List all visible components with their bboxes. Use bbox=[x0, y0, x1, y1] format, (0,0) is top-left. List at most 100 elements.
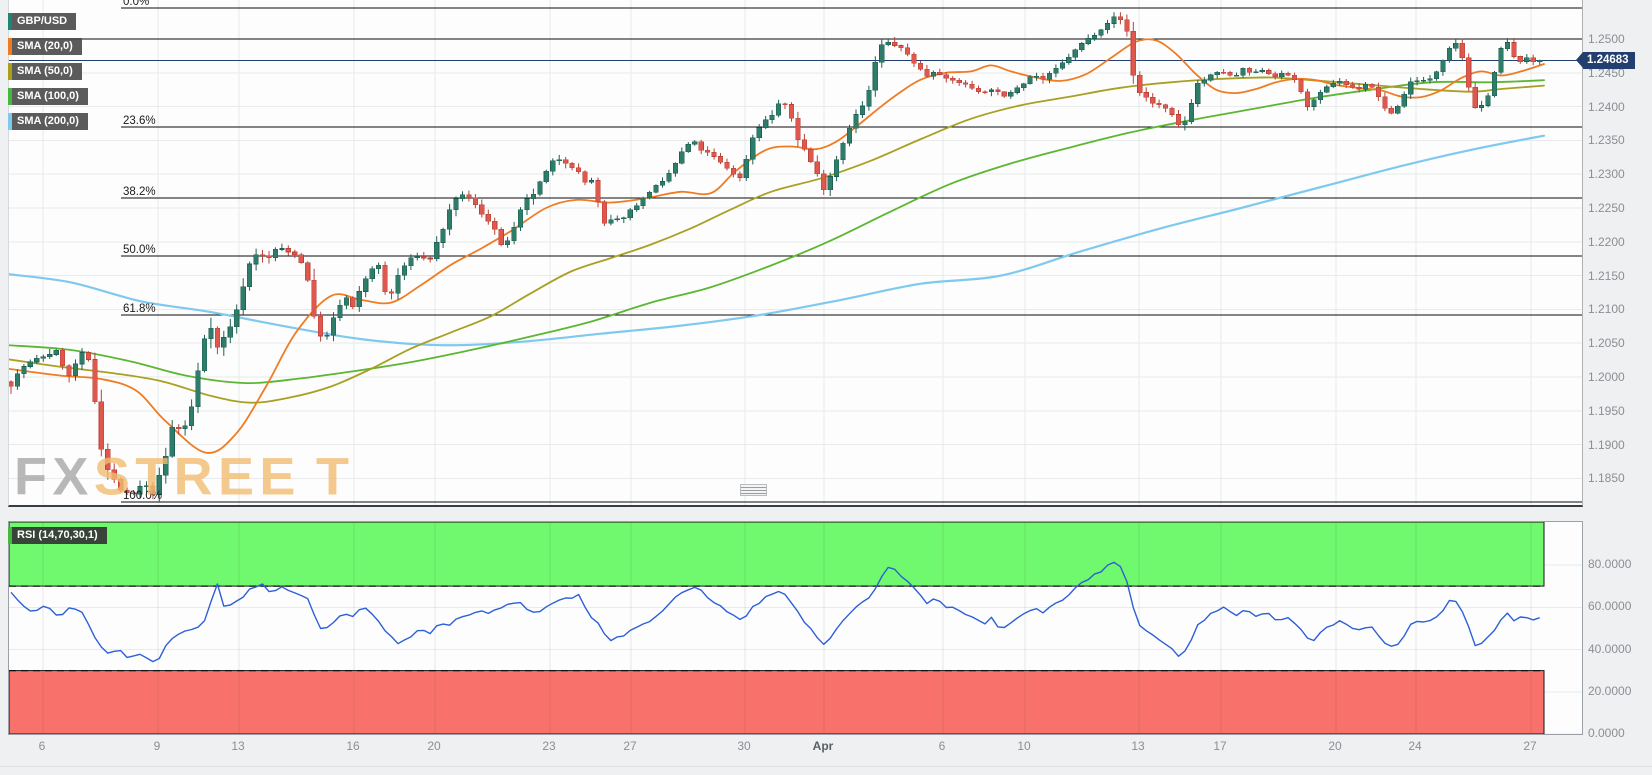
price-axis-label: 1.2300 bbox=[1588, 167, 1625, 182]
time-axis-label: 30 bbox=[737, 739, 751, 753]
time-axis-label: 20 bbox=[1328, 739, 1342, 753]
price-axis-label: 1.2450 bbox=[1588, 65, 1625, 80]
candle bbox=[892, 41, 898, 46]
candle bbox=[111, 469, 117, 480]
candle bbox=[1446, 47, 1452, 61]
rsi-panel[interactable] bbox=[8, 521, 1583, 735]
candle bbox=[1188, 103, 1194, 123]
candle bbox=[1337, 81, 1343, 84]
main-price-panel[interactable]: 0.0% 23.6% 38.2% 50.0% 61.8% 100.0% bbox=[8, 0, 1583, 507]
candle bbox=[1517, 56, 1523, 62]
symbol-badge: GBP/USD bbox=[8, 13, 77, 30]
candle bbox=[840, 142, 846, 161]
sma-100-line bbox=[9, 79, 1545, 385]
candle bbox=[788, 104, 795, 119]
candle bbox=[195, 370, 201, 407]
candle bbox=[975, 87, 982, 93]
candle bbox=[1072, 49, 1078, 58]
candle bbox=[885, 41, 891, 45]
candlestick-plot[interactable]: 0.0% 23.6% 38.2% 50.0% 61.8% 100.0% bbox=[9, 0, 1582, 505]
candle bbox=[1408, 81, 1414, 95]
candle bbox=[1369, 84, 1375, 88]
candle bbox=[9, 381, 14, 387]
candle bbox=[814, 161, 820, 175]
candle bbox=[1433, 71, 1440, 79]
candle bbox=[466, 194, 472, 199]
candle bbox=[1182, 121, 1188, 126]
fib-label: 0.0% bbox=[123, 0, 149, 8]
candle bbox=[498, 229, 504, 246]
last-price-tag: 1.24683 bbox=[1576, 51, 1635, 69]
candle bbox=[1040, 75, 1046, 80]
candle bbox=[530, 194, 536, 200]
candle bbox=[459, 194, 466, 199]
candle bbox=[1208, 74, 1214, 81]
candle bbox=[1285, 73, 1291, 76]
price-axis-label: 1.2000 bbox=[1588, 370, 1625, 384]
rsi-axis-label: 0.0000 bbox=[1588, 726, 1625, 740]
candle bbox=[1034, 75, 1040, 78]
rsi-badge: RSI (14,70,30,1) bbox=[8, 527, 107, 544]
candle bbox=[924, 69, 930, 77]
sma-200-color-swatch bbox=[8, 113, 12, 130]
candle bbox=[1524, 57, 1530, 62]
candle bbox=[1027, 76, 1033, 85]
candle bbox=[1362, 84, 1369, 90]
candle bbox=[511, 226, 517, 241]
candle bbox=[504, 240, 511, 245]
candle bbox=[917, 62, 924, 70]
candle bbox=[1001, 91, 1007, 97]
candle bbox=[1292, 75, 1298, 81]
candle bbox=[343, 297, 350, 306]
candle bbox=[859, 105, 865, 115]
candle bbox=[1085, 38, 1091, 44]
candle bbox=[131, 492, 137, 495]
candle bbox=[247, 263, 253, 287]
candle bbox=[1472, 86, 1478, 108]
time-axis-label: 16 bbox=[346, 739, 360, 753]
price-axis-label: 1.2350 bbox=[1588, 133, 1625, 148]
candle bbox=[692, 141, 698, 145]
candle bbox=[1485, 95, 1491, 106]
candle bbox=[988, 89, 994, 93]
time-axis-label: 20 bbox=[427, 739, 441, 753]
candle bbox=[92, 359, 98, 403]
candle bbox=[201, 338, 208, 371]
candle bbox=[143, 485, 150, 488]
price-axis-label: 1.2400 bbox=[1588, 99, 1625, 114]
fib-label: 100.0% bbox=[123, 490, 162, 502]
candle bbox=[698, 141, 704, 151]
candle bbox=[827, 176, 833, 191]
candle bbox=[337, 304, 343, 318]
candle bbox=[1375, 86, 1381, 97]
candle bbox=[259, 254, 266, 257]
candle bbox=[317, 316, 324, 337]
candle bbox=[537, 181, 543, 195]
candle bbox=[1421, 79, 1427, 82]
candle bbox=[479, 204, 485, 215]
candle bbox=[659, 181, 666, 186]
panel-resize-grip-icon[interactable] bbox=[740, 484, 767, 496]
candle bbox=[640, 197, 646, 206]
candle bbox=[79, 352, 85, 365]
candle bbox=[363, 278, 369, 292]
candle bbox=[1440, 59, 1446, 73]
rsi-axis-label: 20.0000 bbox=[1588, 683, 1632, 698]
candle bbox=[375, 264, 382, 270]
rsi-axis-label: 80.0000 bbox=[1588, 557, 1632, 571]
candle bbox=[53, 350, 59, 355]
candle bbox=[737, 173, 743, 178]
candle bbox=[324, 334, 330, 337]
candle bbox=[1272, 73, 1278, 78]
candle bbox=[434, 242, 440, 259]
candle bbox=[156, 474, 162, 495]
rsi-plot[interactable] bbox=[9, 522, 1582, 734]
candle bbox=[627, 209, 633, 219]
candle bbox=[750, 137, 756, 160]
candle bbox=[40, 356, 46, 359]
candle bbox=[253, 254, 259, 265]
candle bbox=[775, 103, 782, 116]
candle bbox=[1143, 92, 1149, 98]
candle bbox=[395, 274, 401, 294]
candle bbox=[1059, 62, 1065, 69]
